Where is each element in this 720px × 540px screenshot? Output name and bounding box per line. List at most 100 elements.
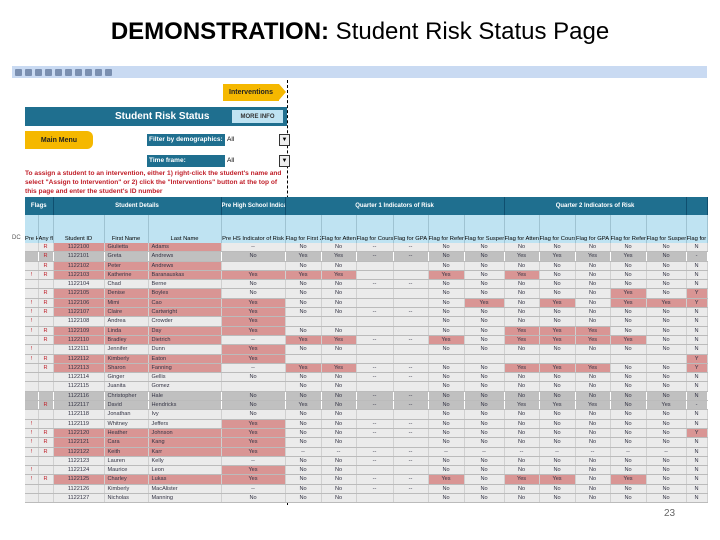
indicator-cell[interactable]: No — [285, 409, 322, 420]
first-name-cell[interactable]: Sharon — [104, 363, 149, 374]
student-id-cell[interactable]: 1122117 — [53, 400, 105, 411]
student-id-cell[interactable]: 1122108 — [53, 316, 105, 327]
flag-cell[interactable] — [25, 456, 39, 467]
indicator-cell[interactable]: No — [428, 243, 465, 253]
indicator-cell[interactable]: No — [539, 344, 576, 355]
indicator-cell[interactable]: No — [221, 288, 286, 299]
column-header[interactable]: Flag for Suspensions — [646, 215, 687, 243]
indicator-cell[interactable]: No — [646, 243, 687, 253]
first-name-cell[interactable]: Heather — [104, 428, 149, 439]
indicator-cell[interactable]: No — [428, 279, 465, 290]
indicator-cell[interactable]: -- — [393, 391, 429, 402]
student-id-cell[interactable]: 1122111 — [53, 344, 105, 355]
redo-icon[interactable] — [95, 68, 102, 76]
indicator-cell[interactable]: No — [504, 381, 540, 392]
indicator-cell[interactable]: N — [686, 307, 708, 318]
first-name-cell[interactable]: Maurice — [104, 465, 149, 476]
indicator-cell[interactable]: No — [504, 409, 540, 420]
indicator-cell[interactable]: No — [428, 465, 465, 476]
indicator-cell[interactable]: No — [539, 391, 576, 402]
indicator-cell[interactable]: No — [504, 307, 540, 318]
indicator-cell[interactable]: No — [646, 261, 687, 271]
indicator-cell[interactable]: Y — [686, 428, 708, 439]
flag-cell[interactable] — [38, 456, 54, 467]
indicator-cell[interactable]: Yes — [221, 437, 286, 448]
indicator-cell[interactable]: No — [575, 372, 611, 383]
flag-cell[interactable] — [38, 381, 54, 392]
flag-cell[interactable]: ! — [25, 298, 39, 309]
indicator-cell[interactable]: No — [610, 484, 647, 495]
indicator-cell[interactable] — [428, 354, 465, 364]
indicator-cell[interactable]: No — [646, 288, 687, 299]
indicator-cell[interactable]: No — [646, 326, 687, 336]
indicator-cell[interactable]: No — [575, 243, 611, 253]
indicator-cell[interactable]: No — [610, 316, 647, 327]
indicator-cell[interactable]: N — [686, 326, 708, 336]
indicator-cell[interactable]: -- — [321, 447, 357, 457]
last-name-cell[interactable]: Hale — [148, 391, 222, 402]
indicator-cell[interactable]: No — [610, 307, 647, 318]
indicator-cell[interactable]: No — [610, 456, 647, 467]
student-id-cell[interactable]: 1122124 — [53, 465, 105, 476]
column-header[interactable]: Flag for Attendance — [504, 215, 540, 243]
indicator-cell[interactable]: -- — [393, 243, 429, 253]
indicator-cell[interactable]: No — [575, 437, 611, 448]
indicator-cell[interactable]: N — [686, 474, 708, 485]
indicator-cell[interactable]: No — [321, 391, 357, 402]
indicator-cell[interactable]: No — [646, 251, 687, 262]
indicator-cell[interactable]: No — [575, 288, 611, 299]
indicator-cell[interactable]: No — [464, 400, 505, 411]
dropdown-icon[interactable] — [105, 68, 112, 76]
table-row[interactable]: R 1122101 Greta Andrews No Yes Yes -- -- No No Yes Y… — [25, 251, 708, 262]
indicator-cell[interactable]: -- — [428, 447, 465, 457]
column-header[interactable]: Flag for Course Fails — [356, 215, 394, 243]
indicator-cell[interactable]: N — [686, 261, 708, 271]
flag-cell[interactable]: R — [38, 428, 54, 439]
indicator-cell[interactable] — [393, 354, 429, 364]
indicator-cell[interactable]: No — [321, 381, 357, 392]
interventions-button[interactable]: Interventions — [223, 84, 286, 101]
indicator-cell[interactable]: No — [428, 484, 465, 495]
first-name-cell[interactable]: Mimi — [104, 298, 149, 309]
table-row[interactable]: ! R 1122120 Heather Johnson Yes No No -- -- No No No… — [25, 428, 708, 439]
indicator-cell[interactable] — [393, 261, 429, 271]
indicator-cell[interactable]: No — [321, 484, 357, 495]
indicator-cell[interactable]: No — [321, 372, 357, 383]
first-name-cell[interactable]: Andrea — [104, 316, 149, 327]
flag-cell[interactable] — [38, 419, 54, 429]
indicator-cell[interactable]: -- — [221, 243, 286, 253]
indicator-cell[interactable] — [321, 354, 357, 364]
indicator-cell[interactable]: No — [428, 409, 465, 420]
indicator-cell[interactable]: No — [464, 456, 505, 467]
indicator-cell[interactable]: No — [321, 428, 357, 439]
indicator-cell[interactable] — [285, 354, 322, 364]
last-name-cell[interactable]: Dietrich — [148, 335, 222, 346]
indicator-cell[interactable]: N — [686, 419, 708, 429]
indicator-cell[interactable]: - — [686, 400, 708, 411]
indicator-cell[interactable]: No — [221, 409, 286, 420]
indicator-cell[interactable]: No — [504, 316, 540, 327]
indicator-cell[interactable]: -- — [393, 372, 429, 383]
student-id-cell[interactable]: 1122103 — [53, 270, 105, 281]
indicator-cell[interactable]: No — [646, 484, 687, 495]
indicator-cell[interactable]: -- — [356, 243, 394, 253]
indicator-cell[interactable]: No — [504, 243, 540, 253]
table-row[interactable]: R 1122105 Denise Boyles No No No No No No No No Yes N… — [25, 288, 708, 299]
table-row[interactable]: ! R 1122103 Katherine Baranauskas Yes Yes Yes Ye… — [25, 270, 708, 281]
indicator-cell[interactable]: N — [686, 493, 708, 504]
indicator-cell[interactable]: No — [321, 409, 357, 420]
indicator-cell[interactable]: No — [610, 465, 647, 476]
indicator-cell[interactable]: No — [610, 261, 647, 271]
indicator-cell[interactable]: No — [504, 456, 540, 467]
indicator-cell[interactable]: No — [610, 326, 647, 336]
chevron-down-icon[interactable]: ▼ — [279, 155, 290, 167]
indicator-cell[interactable]: No — [646, 391, 687, 402]
indicator-cell[interactable]: No — [321, 465, 357, 476]
indicator-cell[interactable] — [356, 354, 394, 364]
indicator-cell[interactable] — [393, 288, 429, 299]
indicator-cell[interactable]: No — [575, 344, 611, 355]
column-header[interactable]: Flag for GPA — [575, 215, 611, 243]
indicator-cell[interactable]: Yes — [221, 428, 286, 439]
indicator-cell[interactable]: No — [575, 474, 611, 485]
indicator-cell[interactable]: No — [610, 400, 647, 411]
